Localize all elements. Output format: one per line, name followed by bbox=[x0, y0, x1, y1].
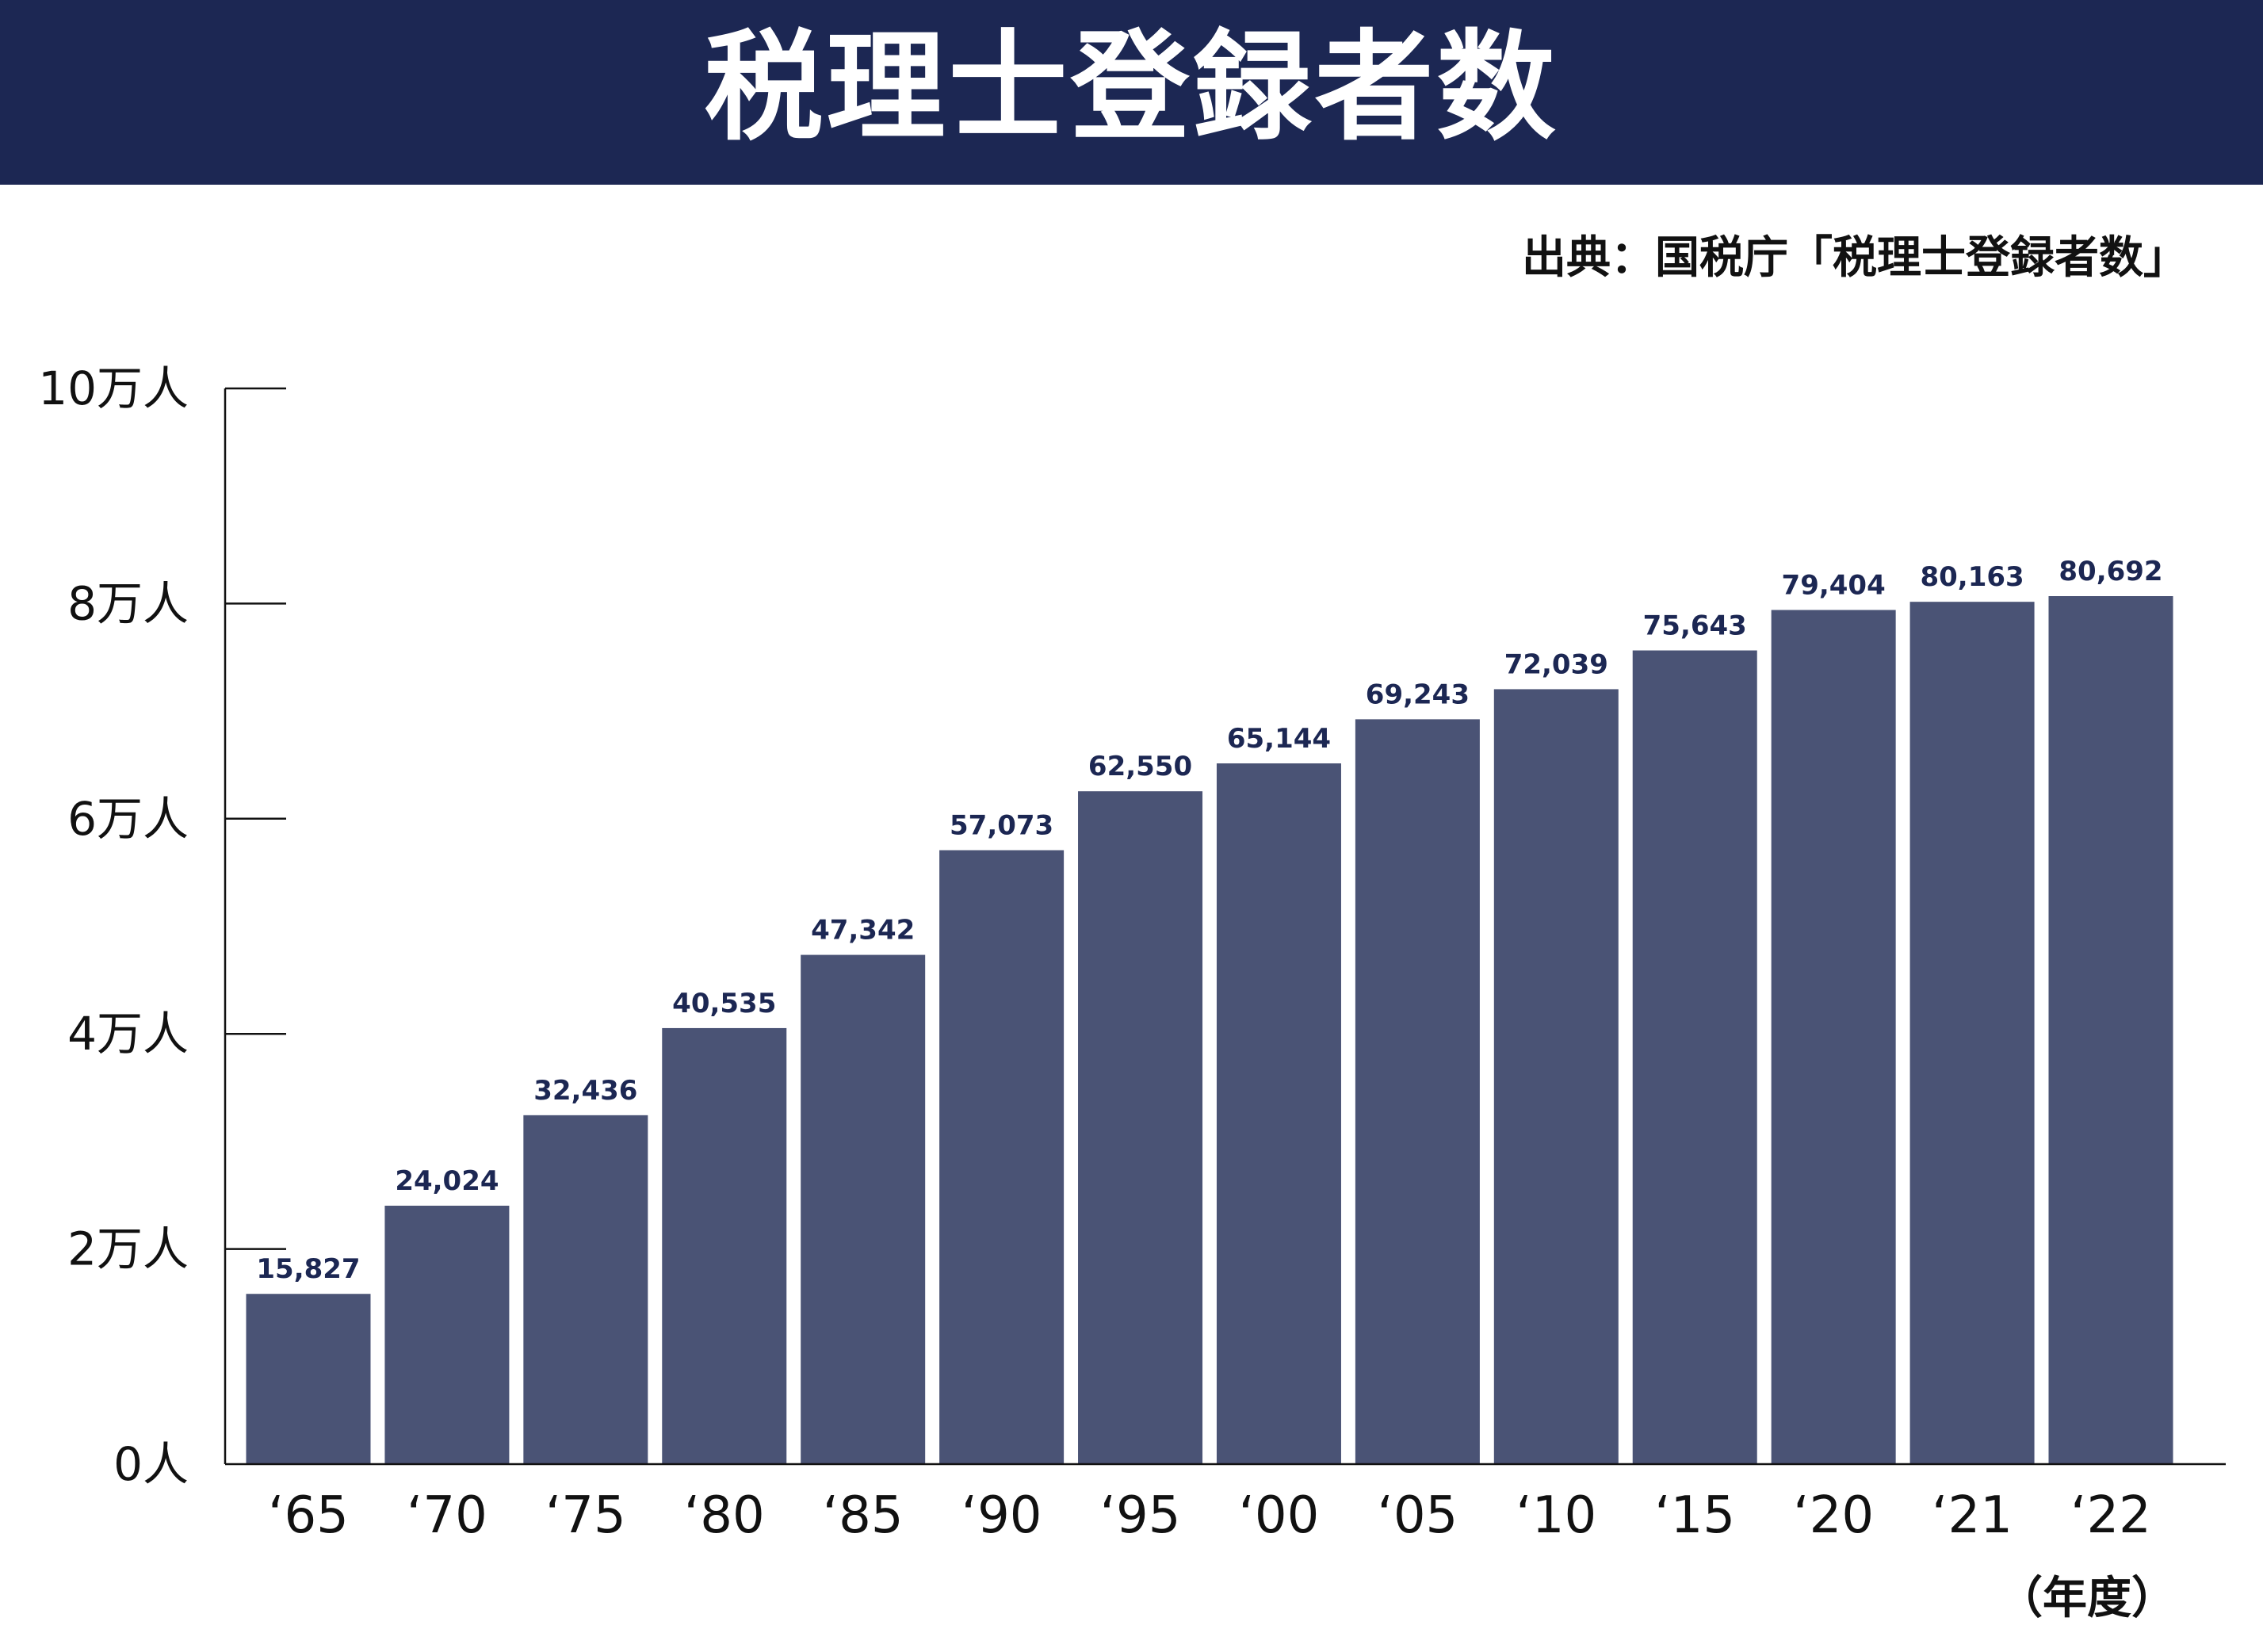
x-tick-label: ‘70 bbox=[407, 1486, 487, 1545]
chart-header: 税理士登録者数 bbox=[0, 0, 2263, 185]
bar bbox=[1078, 791, 1203, 1464]
source-note: 出典：国税庁「税理士登録者数」 bbox=[1522, 232, 2188, 284]
y-tick-label: 0人 bbox=[113, 1437, 189, 1491]
x-tick-label: ‘00 bbox=[1239, 1486, 1320, 1545]
bar bbox=[1355, 719, 1480, 1464]
x-tick-label: ‘90 bbox=[961, 1486, 1042, 1545]
x-tick-label: ‘22 bbox=[2070, 1486, 2151, 1545]
x-tick-label: ‘10 bbox=[1516, 1486, 1596, 1545]
x-tick-label: ‘95 bbox=[1100, 1486, 1181, 1545]
bar bbox=[1771, 610, 1896, 1464]
x-tick-label: ‘85 bbox=[823, 1486, 904, 1545]
y-tick-label: 10万人 bbox=[38, 361, 189, 415]
bar-value-label: 47,342 bbox=[811, 915, 915, 946]
bar bbox=[246, 1294, 371, 1464]
x-tick-label: ‘20 bbox=[1793, 1486, 1874, 1545]
bar-value-label: 69,243 bbox=[1366, 679, 1470, 710]
bar bbox=[1909, 602, 2035, 1464]
bars: 15,827 24,024 32,436 40,535 47,342 57,073 62,5… bbox=[246, 556, 2173, 1465]
bar-value-label: 57,073 bbox=[950, 810, 1053, 842]
bar bbox=[2048, 596, 2173, 1465]
x-tick-label: ‘80 bbox=[684, 1486, 765, 1545]
bar-value-label: 62,550 bbox=[1088, 751, 1192, 782]
x-tick-label: ‘21 bbox=[1932, 1486, 2013, 1545]
y-tick-label: 8万人 bbox=[67, 576, 189, 630]
bar bbox=[1632, 650, 1757, 1465]
bar bbox=[1493, 689, 1619, 1464]
bar-value-label: 79,404 bbox=[1782, 569, 1886, 601]
bar-value-label: 65,144 bbox=[1227, 723, 1331, 755]
x-tick-label: ‘65 bbox=[268, 1486, 349, 1545]
x-axis: ‘65 ‘70 ‘75 ‘80 ‘85 ‘90 ‘95 ‘00 ‘05 ‘10 ‘15 ‘20 ‘21 ‘… bbox=[225, 1463, 2226, 1545]
x-tick-label: ‘15 bbox=[1654, 1486, 1735, 1545]
bar bbox=[662, 1027, 787, 1464]
y-tick-label: 2万人 bbox=[67, 1222, 189, 1276]
x-tick-label: ‘75 bbox=[545, 1486, 626, 1545]
x-tick-label: ‘05 bbox=[1377, 1486, 1458, 1545]
bar bbox=[384, 1205, 510, 1464]
chart-title: 税理士登録者数 bbox=[704, 18, 1559, 157]
y-tick-label: 6万人 bbox=[67, 792, 189, 846]
bar bbox=[939, 850, 1065, 1464]
bar-value-label: 24,024 bbox=[395, 1165, 499, 1197]
bar bbox=[523, 1115, 648, 1464]
bar-value-label: 75,643 bbox=[1643, 610, 1747, 642]
bar-value-label: 80,692 bbox=[2058, 556, 2162, 587]
bar-value-label: 40,535 bbox=[672, 988, 776, 1019]
y-tick-label: 4万人 bbox=[67, 1007, 189, 1061]
bar-value-label: 80,163 bbox=[1920, 561, 2024, 593]
bar bbox=[801, 954, 926, 1464]
bar bbox=[1216, 763, 1341, 1464]
bar-value-label: 15,827 bbox=[256, 1253, 360, 1285]
y-axis: 0人 2万人 4万人 6万人 8万人 10万人 bbox=[38, 361, 286, 1491]
x-axis-unit-label: （年度） bbox=[1998, 1573, 2176, 1624]
bar-value-label: 72,039 bbox=[1504, 648, 1608, 680]
bar-value-label: 32,436 bbox=[533, 1075, 637, 1107]
